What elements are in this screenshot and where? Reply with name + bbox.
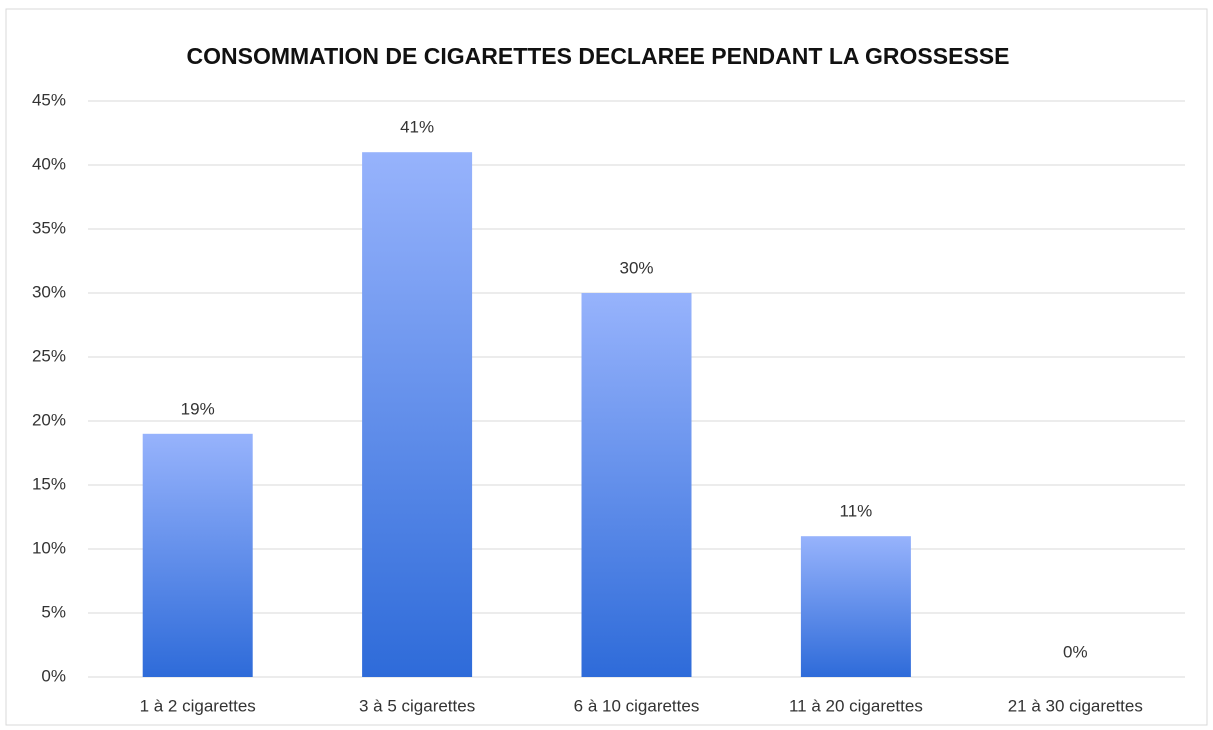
y-tick-label: 45% xyxy=(32,90,66,109)
data-label: 41% xyxy=(400,118,434,137)
data-label: 30% xyxy=(619,258,653,277)
data-label: 0% xyxy=(1063,642,1088,661)
data-label: 19% xyxy=(181,399,215,418)
y-tick-label: 25% xyxy=(32,346,66,365)
y-tick-label: 0% xyxy=(41,666,66,685)
x-tick-label: 21 à 30 cigarettes xyxy=(1008,696,1143,715)
y-tick-label: 40% xyxy=(32,154,66,173)
y-tick-label: 35% xyxy=(32,218,66,237)
x-tick-label: 1 à 2 cigarettes xyxy=(140,696,256,715)
y-tick-label: 10% xyxy=(32,538,66,557)
y-tick-label: 20% xyxy=(32,410,66,429)
bar xyxy=(800,536,911,677)
bar xyxy=(142,433,253,677)
bar xyxy=(362,152,473,677)
chart-title: CONSOMMATION DE CIGARETTES DECLAREE PEND… xyxy=(187,43,1010,69)
data-label: 11% xyxy=(840,502,873,521)
bar xyxy=(581,293,692,677)
y-tick-label: 15% xyxy=(32,474,66,493)
y-tick-label: 30% xyxy=(32,282,66,301)
x-tick-label: 11 à 20 cigarettes xyxy=(789,696,923,715)
x-tick-label: 6 à 10 cigarettes xyxy=(574,696,700,715)
x-tick-label: 3 à 5 cigarettes xyxy=(359,696,475,715)
y-tick-label: 5% xyxy=(41,602,66,621)
